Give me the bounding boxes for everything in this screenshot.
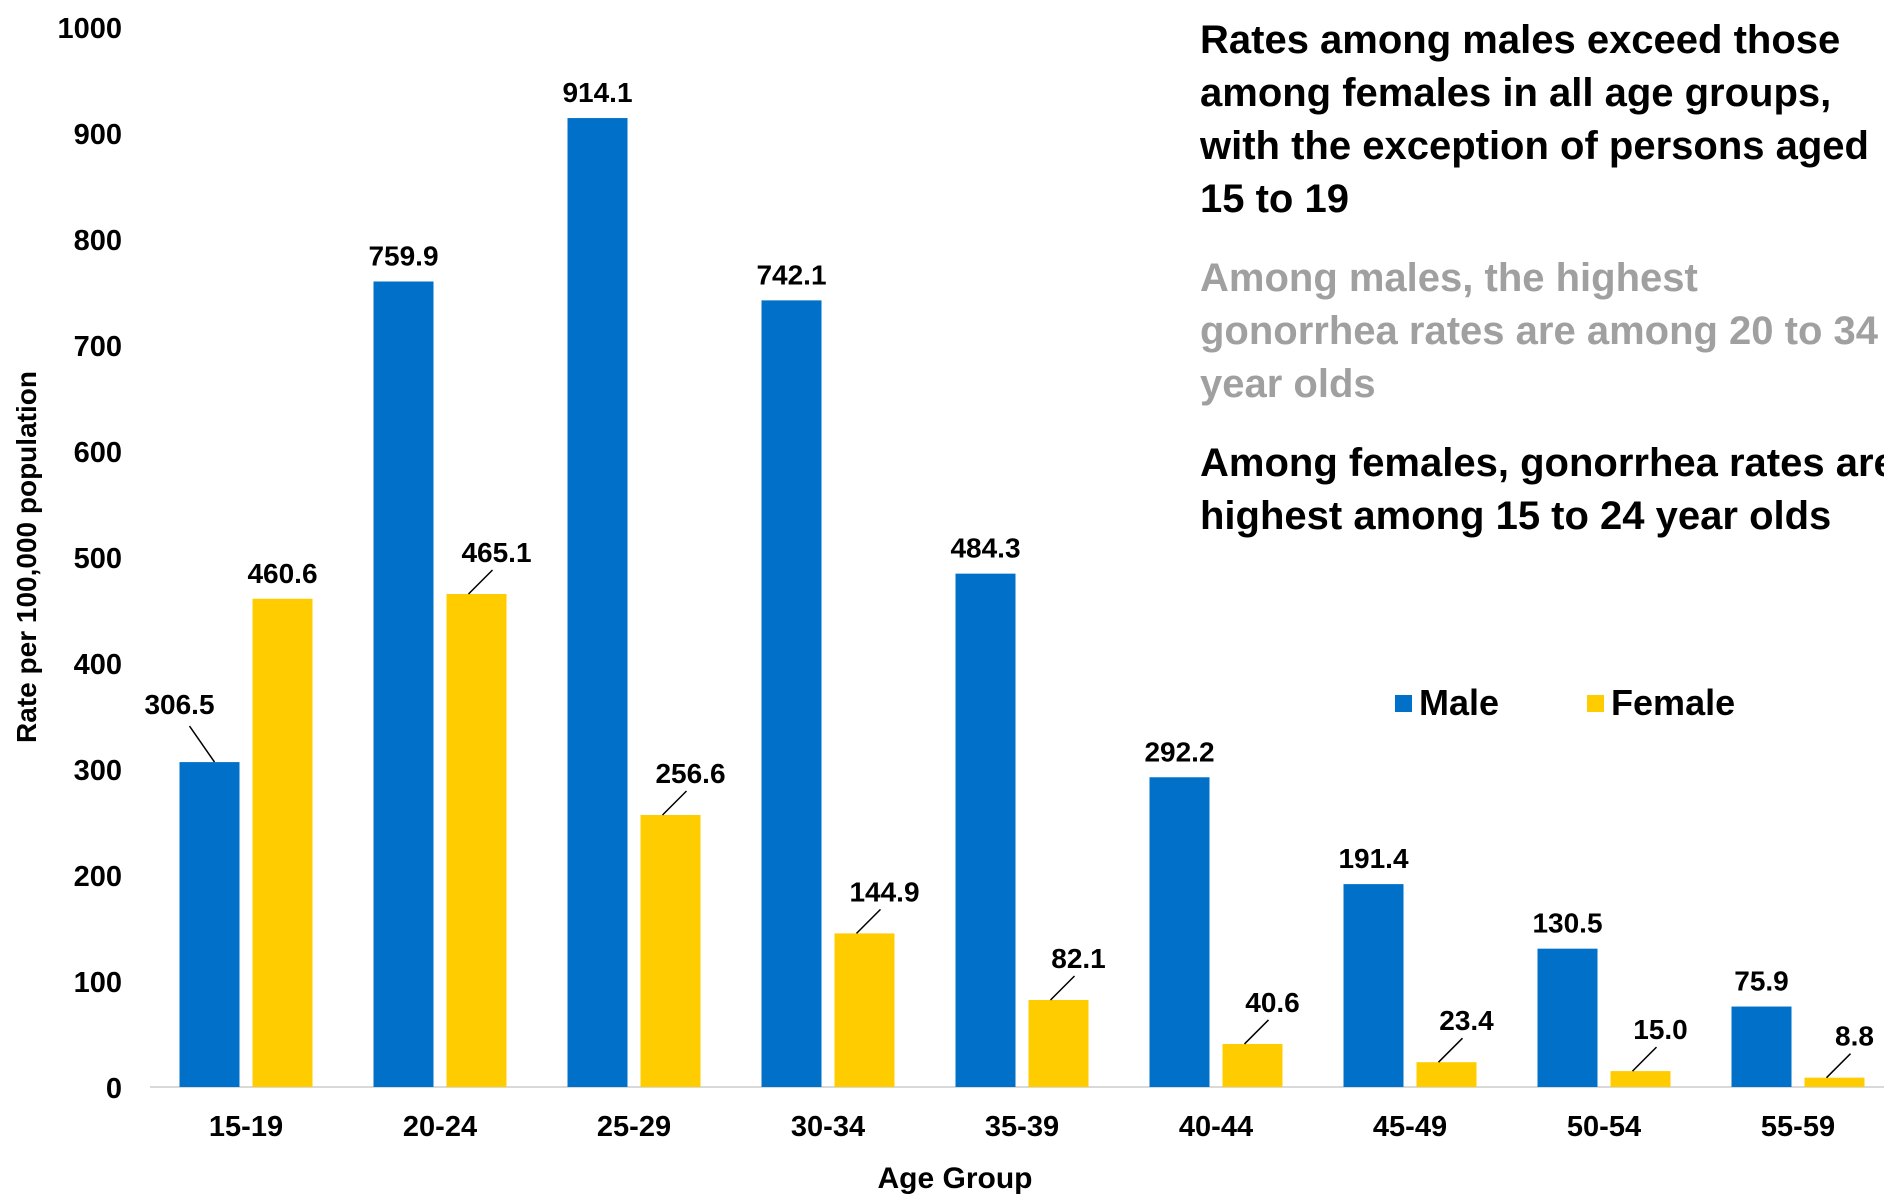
y-tick-label: 0 bbox=[106, 1073, 122, 1105]
bar-female bbox=[640, 815, 701, 1087]
y-axis-title: Rate per 100,000 population bbox=[11, 371, 42, 743]
leader-line bbox=[1049, 975, 1076, 1001]
data-label: 914.1 bbox=[562, 77, 632, 108]
bar-male bbox=[373, 281, 434, 1088]
annotation-line: with the exception of persons aged bbox=[1200, 124, 1869, 168]
data-label: 15.0 bbox=[1633, 1014, 1688, 1045]
y-tick-label: 200 bbox=[74, 861, 122, 893]
x-axis: 15-19 20-24 25-29 30-34 35-39 40-44 45-49 50-54… bbox=[150, 1086, 1884, 1143]
y-tick-label: 700 bbox=[74, 331, 122, 363]
bar-female bbox=[1028, 999, 1089, 1087]
data-label: 465.1 bbox=[461, 537, 531, 568]
legend-swatch-male bbox=[1395, 694, 1412, 712]
annotation-line: gonorrhea rates are among 20 to 34 bbox=[1200, 309, 1879, 353]
annotation-1: Rates among males exceed those among fema… bbox=[1200, 14, 1884, 226]
y-tick-label: 300 bbox=[74, 755, 122, 787]
x-tick-label: 25-29 bbox=[597, 1111, 671, 1143]
y-tick-label: 100 bbox=[74, 967, 122, 999]
x-tick-label: 35-39 bbox=[985, 1111, 1059, 1143]
y-tick-label: 500 bbox=[74, 543, 122, 575]
legend: Male Female bbox=[1395, 682, 1823, 724]
bar-male bbox=[1731, 1006, 1792, 1087]
bar-female bbox=[1222, 1043, 1283, 1087]
data-label: 40.6 bbox=[1245, 987, 1300, 1018]
bar-male bbox=[1343, 884, 1404, 1087]
annotation-line: highest among 15 to 24 year olds bbox=[1200, 494, 1832, 538]
leader-line bbox=[1243, 1019, 1270, 1045]
x-tick-label: 45-49 bbox=[1373, 1111, 1447, 1143]
y-tick-label: 600 bbox=[74, 437, 122, 469]
annotation-line: year olds bbox=[1200, 362, 1376, 406]
y-tick-label: 1000 bbox=[57, 13, 122, 45]
x-tick-label: 50-54 bbox=[1567, 1111, 1641, 1143]
x-tick-label: 15-19 bbox=[209, 1111, 283, 1143]
data-label: 82.1 bbox=[1051, 943, 1106, 974]
leader-line bbox=[467, 569, 494, 595]
legend-label-female: Female bbox=[1611, 682, 1736, 723]
annotation-line: 15 to 19 bbox=[1200, 177, 1349, 221]
annotation-line: Rates among males exceed those bbox=[1200, 18, 1841, 62]
bars: 306.5 460.6 759.9 465.1 914.1 256.6 742.1 144.9… bbox=[144, 77, 1874, 1088]
x-tick-label: 30-34 bbox=[791, 1111, 865, 1143]
data-label: 75.9 bbox=[1734, 966, 1789, 997]
bar-female bbox=[1804, 1077, 1865, 1087]
bar-male bbox=[179, 762, 240, 1087]
data-label: 484.3 bbox=[950, 533, 1020, 564]
bar-female bbox=[1416, 1062, 1477, 1087]
data-label: 759.9 bbox=[368, 241, 438, 272]
leader-line bbox=[188, 725, 216, 763]
data-label: 306.5 bbox=[144, 689, 214, 720]
annotation-line: Among males, the highest bbox=[1200, 256, 1698, 300]
legend-item-male: Male bbox=[1395, 682, 1499, 724]
data-label: 742.1 bbox=[756, 259, 826, 290]
bar-female bbox=[252, 598, 313, 1087]
y-tick-label: 800 bbox=[74, 225, 122, 257]
annotation-line: Among females, gonorrhea rates are bbox=[1200, 441, 1884, 485]
bar-male bbox=[567, 118, 628, 1087]
legend-label-male: Male bbox=[1419, 682, 1500, 723]
data-label: 23.4 bbox=[1439, 1005, 1494, 1036]
bar-male bbox=[955, 573, 1016, 1087]
bar-female bbox=[1610, 1071, 1671, 1087]
y-axis: 0 100 200 300 400 500 600 700 800 900 1000 bbox=[57, 13, 122, 1105]
bar-male bbox=[1149, 777, 1210, 1087]
data-label: 130.5 bbox=[1532, 908, 1602, 939]
leader-line bbox=[661, 790, 688, 816]
annotation-line: among females in all age groups, bbox=[1200, 71, 1832, 115]
bar-male bbox=[761, 300, 822, 1087]
x-tick-label: 40-44 bbox=[1179, 1111, 1253, 1143]
data-label: 256.6 bbox=[655, 758, 725, 789]
x-tick-label: 20-24 bbox=[403, 1111, 477, 1143]
x-axis-title: Age Group bbox=[878, 1162, 1033, 1195]
leader-line bbox=[1825, 1053, 1852, 1079]
annotation-3: Among females, gonorrhea rates are highes… bbox=[1200, 437, 1884, 543]
y-tick-label: 400 bbox=[74, 649, 122, 681]
annotation-2: Among males, the highest gonorrhea rates … bbox=[1200, 252, 1884, 411]
y-tick-label: 900 bbox=[74, 119, 122, 151]
x-tick-label: 55-59 bbox=[1761, 1111, 1835, 1143]
legend-swatch-female bbox=[1587, 694, 1605, 712]
data-label: 292.2 bbox=[1144, 736, 1214, 767]
leader-line bbox=[855, 908, 882, 934]
bar-male bbox=[1537, 948, 1598, 1087]
bar-female bbox=[446, 593, 507, 1087]
legend-item-female: Female bbox=[1587, 682, 1735, 724]
annotation-panel: Rates among males exceed those among fema… bbox=[1200, 14, 1884, 569]
bar-female bbox=[834, 933, 895, 1087]
leader-line bbox=[1631, 1046, 1658, 1072]
data-label: 8.8 bbox=[1835, 1021, 1874, 1052]
data-label: 144.9 bbox=[849, 876, 919, 907]
data-label: 191.4 bbox=[1338, 843, 1408, 874]
data-label: 460.6 bbox=[247, 558, 317, 589]
leader-line bbox=[1437, 1037, 1464, 1063]
